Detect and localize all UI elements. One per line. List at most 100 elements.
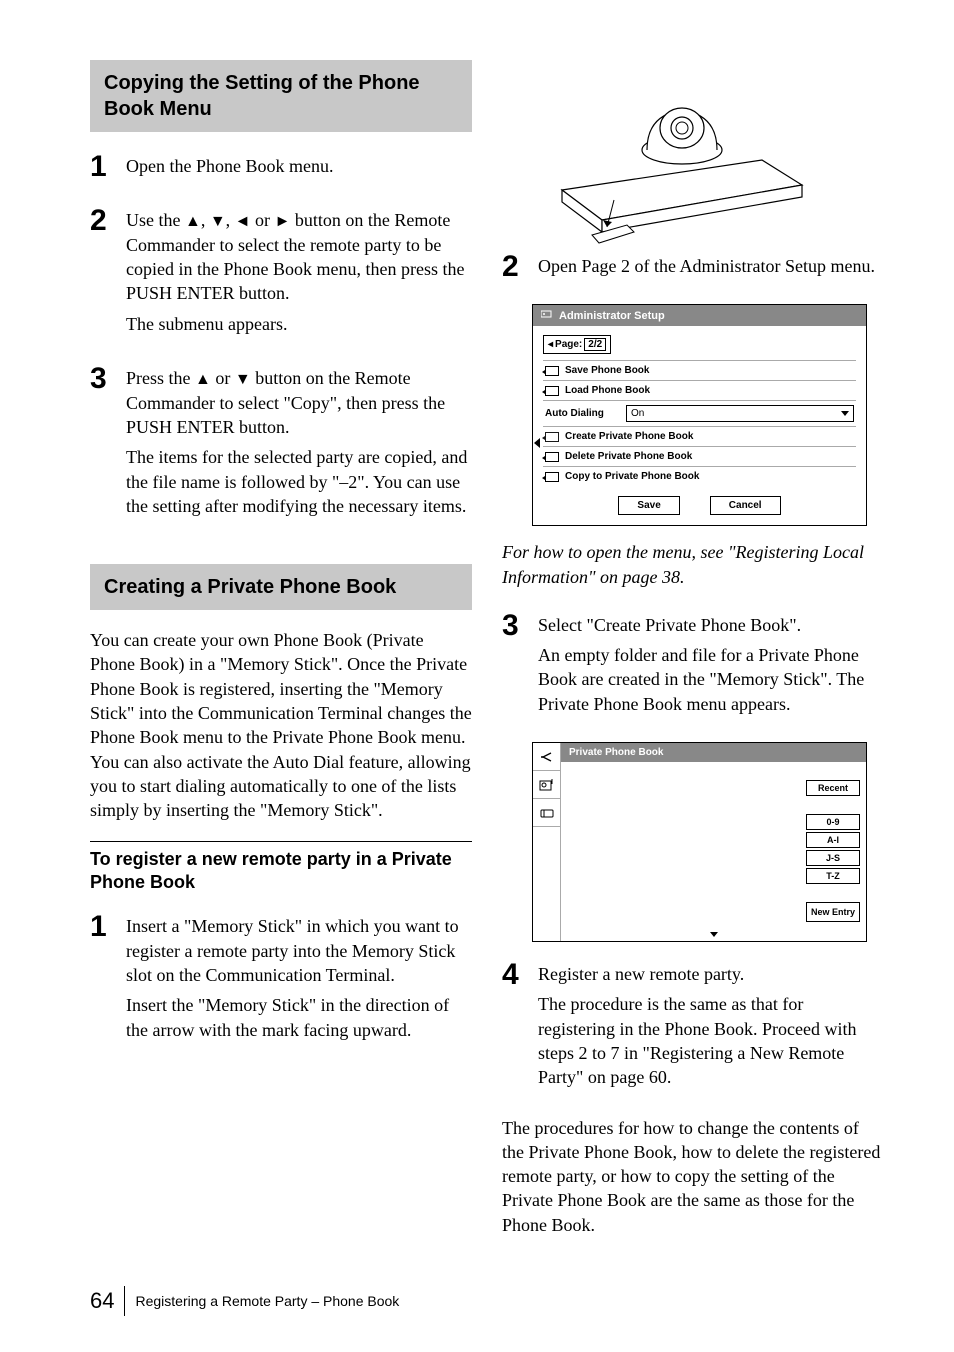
sep: , [226, 210, 235, 230]
menu-item-create-private: Create Private Phone Book [543, 426, 856, 446]
ppb-group-chip: T-Z [806, 868, 860, 884]
ppb-title: Private Phone Book [561, 743, 866, 762]
ppb-new-entry: New Entry [806, 902, 860, 922]
step-number: 2 [90, 204, 126, 236]
step-body: Open Page 2 of the Administrator Setup m… [538, 250, 884, 284]
memory-stick-icon [545, 472, 559, 482]
menu-item-copy-private: Copy to Private Phone Book [543, 466, 856, 486]
step-body: Use the ▲, ▼, ◄ or ► button on the Remot… [126, 204, 472, 342]
save-button: Save [618, 496, 679, 515]
ppb-tools-icon [533, 799, 560, 827]
menu-label: Auto Dialing [545, 408, 620, 419]
right-column: 2 Open Page 2 of the Administrator Setup… [502, 60, 884, 1255]
arrow-left-icon: ◄ [235, 211, 251, 233]
ppb-contacts-icon [533, 771, 560, 799]
arrow-down-icon: ▼ [235, 369, 251, 391]
or: or [251, 210, 275, 230]
step-text: Insert a "Memory Stick" in which you wan… [126, 914, 472, 987]
section-heading-copying: Copying the Setting of the Phone Book Me… [90, 60, 472, 132]
ppb-back-icon [533, 743, 560, 771]
page-value: 2/2 [584, 338, 606, 351]
memory-stick-icon [545, 452, 559, 462]
step-number: 2 [502, 250, 538, 282]
step-text: Open the Phone Book menu. [126, 154, 472, 178]
text-fragment: Press the [126, 368, 195, 388]
document-page: Copying the Setting of the Phone Book Me… [0, 0, 954, 1352]
step-body: Insert a "Memory Stick" in which you wan… [126, 910, 472, 1047]
step-number: 4 [502, 958, 538, 990]
button-row: Save Cancel [543, 496, 856, 515]
text-fragment: Use the [126, 210, 185, 230]
arrow-right-icon: ► [275, 211, 291, 233]
menu-item-save-phonebook: Save Phone Book [543, 360, 856, 380]
cancel-button: Cancel [710, 496, 781, 515]
ppb-group-chip: 0-9 [806, 814, 860, 830]
memory-stick-icon [545, 386, 559, 396]
admin-setup-title: Administrator Setup [559, 310, 665, 322]
left-column: Copying the Setting of the Phone Book Me… [90, 60, 472, 1255]
step-body: Press the ▲ or ▼ button on the Remote Co… [126, 362, 472, 524]
private-phone-book-figure: Private Phone Book Recent 0-9 A-I J-S T-… [532, 742, 867, 942]
memory-stick-icon [545, 432, 559, 442]
page-tab: ◂ Page: 2/2 [543, 335, 611, 354]
step-1b: 1 Insert a "Memory Stick" in which you w… [90, 910, 472, 1047]
menu-item-auto-dialing: Auto Dialing On [543, 400, 856, 426]
page-number: 64 [90, 1288, 114, 1314]
closing-paragraph: The procedures for how to change the con… [502, 1116, 884, 1237]
triangle-left-icon [534, 438, 540, 448]
step-number: 3 [90, 362, 126, 394]
ppb-group-chip: J-S [806, 850, 860, 866]
menu-item-delete-private: Delete Private Phone Book [543, 446, 856, 466]
arrow-up-icon: ▲ [185, 211, 201, 233]
menu-label: Create Private Phone Book [565, 431, 693, 442]
step-text: Open Page 2 of the Administrator Setup m… [538, 254, 884, 278]
intro-paragraph: You can create your own Phone Book (Priv… [90, 628, 472, 822]
sep: , [201, 210, 210, 230]
step-3r: 3 Select "Create Private Phone Book". An… [502, 609, 884, 722]
step-number: 1 [90, 150, 126, 182]
step-subtext: The procedure is the same as that for re… [538, 992, 884, 1089]
step-4r: 4 Register a new remote party. The proce… [502, 958, 884, 1095]
step-2: 2 Use the ▲, ▼, ◄ or ► button on the Rem… [90, 204, 472, 342]
or: or [211, 368, 235, 388]
chevron-down-icon [841, 411, 849, 416]
step-2r: 2 Open Page 2 of the Administrator Setup… [502, 250, 884, 284]
ppb-group-chip: A-I [806, 832, 860, 848]
menu-list: Save Phone Book Load Phone Book Auto Dia… [543, 360, 856, 486]
step-subtext: Insert the "Memory Stick" in the directi… [126, 993, 472, 1042]
chevron-down-icon [710, 932, 718, 937]
admin-setup-titlebar: Administrator Setup [533, 305, 866, 326]
arrow-up-icon: ▲ [195, 369, 211, 391]
step-body: Select "Create Private Phone Book". An e… [538, 609, 884, 722]
auto-dial-dropdown: On [626, 405, 854, 422]
menu-label: Save Phone Book [565, 365, 649, 376]
cross-reference-note: For how to open the menu, see "Registeri… [502, 540, 884, 589]
section-heading-creating: Creating a Private Phone Book [90, 564, 472, 610]
tools-icon [541, 309, 553, 322]
page-label: Page: [555, 339, 582, 350]
footer-divider [124, 1286, 125, 1316]
step-3: 3 Press the ▲ or ▼ button on the Remote … [90, 362, 472, 524]
ppb-body: Recent 0-9 A-I J-S T-Z New Entry [561, 762, 866, 941]
step-text: Use the ▲, ▼, ◄ or ► button on the Remot… [126, 208, 472, 305]
dropdown-value: On [631, 408, 644, 419]
ppb-index-column: Recent 0-9 A-I J-S T-Z New Entry [806, 780, 860, 922]
menu-label: Copy to Private Phone Book [565, 471, 699, 482]
ppb-main: Private Phone Book Recent 0-9 A-I J-S T-… [561, 743, 866, 941]
step-text: Press the ▲ or ▼ button on the Remote Co… [126, 366, 472, 439]
admin-setup-figure: Administrator Setup ◂ Page: 2/2 Save Pho… [532, 304, 867, 526]
step-body: Register a new remote party. The procedu… [538, 958, 884, 1095]
ppb-sidebar [533, 743, 561, 941]
step-number: 3 [502, 609, 538, 641]
menu-label: Load Phone Book [565, 385, 650, 396]
menu-label: Delete Private Phone Book [565, 451, 692, 462]
step-body: Open the Phone Book menu. [126, 150, 472, 184]
device-illustration [532, 60, 832, 250]
admin-setup-body: ◂ Page: 2/2 Save Phone Book Load Phone B… [533, 326, 866, 525]
arrow-down-icon: ▼ [210, 211, 226, 233]
step-subtext: An empty folder and file for a Private P… [538, 643, 884, 716]
triangle-left-icon: ◂ [548, 339, 553, 350]
step-subtext: The submenu appears. [126, 312, 472, 336]
ppb-recent-chip: Recent [806, 780, 860, 796]
step-text: Register a new remote party. [538, 962, 884, 986]
